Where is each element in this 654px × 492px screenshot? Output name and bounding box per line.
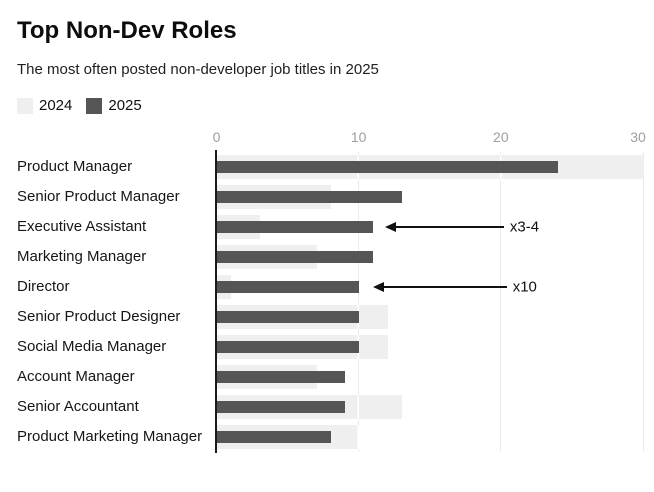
bar-2024 [217, 335, 388, 359]
bar-2025 [217, 281, 360, 293]
arrow-line [393, 226, 504, 228]
x-tick-label-30: 30 [630, 129, 646, 145]
category-label: Director [17, 278, 70, 295]
category-label: Marketing Manager [17, 248, 147, 265]
gridline-20 [500, 152, 502, 452]
bar-2025 [217, 311, 360, 323]
bar-2025 [217, 401, 345, 413]
bar-2025 [217, 191, 402, 203]
category-label: Executive Assistant [17, 218, 147, 235]
bar-row [217, 332, 644, 362]
bar-row [217, 212, 644, 242]
bar-row [217, 362, 644, 392]
bar-row [217, 422, 644, 452]
legend-item-2024: 2024 [17, 97, 72, 114]
chart-title: Top Non-Dev Roles [17, 17, 237, 44]
bar-2025 [217, 251, 374, 263]
bar-row [217, 182, 644, 212]
bar-2025 [217, 221, 374, 233]
gridline-10 [358, 152, 360, 452]
x-tick-label-0: 0 [212, 129, 221, 145]
bar-row [217, 302, 644, 332]
legend-swatch-2024 [17, 97, 33, 114]
category-label: Senior Product Designer [17, 308, 181, 325]
bar-2025 [217, 431, 331, 443]
legend-item-2025: 2025 [86, 97, 142, 114]
bar-row [217, 242, 644, 272]
annotation-text: x10 [512, 278, 537, 296]
x-axis: 0 10 20 30 [0, 129, 654, 146]
bar-2025 [217, 371, 345, 383]
plot-area [217, 152, 644, 452]
category-label: Senior Accountant [17, 398, 139, 415]
category-label: Account Manager [17, 368, 135, 385]
bar-row [217, 152, 644, 182]
arrow-line [382, 286, 507, 288]
bar-row [217, 272, 644, 302]
bar-2025 [217, 161, 559, 173]
arrow-head-icon [373, 282, 385, 292]
bar-row [217, 392, 644, 422]
category-label: Senior Product Manager [17, 188, 180, 205]
y-axis-line [215, 150, 217, 453]
category-label: Social Media Manager [17, 338, 167, 355]
annotation-text: x3-4 [509, 218, 540, 236]
legend-label: 2024 [39, 97, 73, 114]
x-tick-label-10: 10 [350, 129, 367, 145]
category-label: Product Manager [17, 158, 133, 175]
legend-label: 2025 [108, 97, 142, 114]
legend: 2024 2025 [17, 97, 142, 114]
bar-2025 [217, 341, 360, 353]
x-tick-label-20: 20 [493, 129, 509, 145]
chart-subtitle: The most often posted non-developer job … [17, 61, 379, 78]
legend-swatch-2025 [86, 97, 103, 114]
category-label: Product Marketing Manager [17, 428, 203, 445]
arrow-head-icon [384, 222, 396, 232]
gridline-30 [642, 152, 644, 452]
